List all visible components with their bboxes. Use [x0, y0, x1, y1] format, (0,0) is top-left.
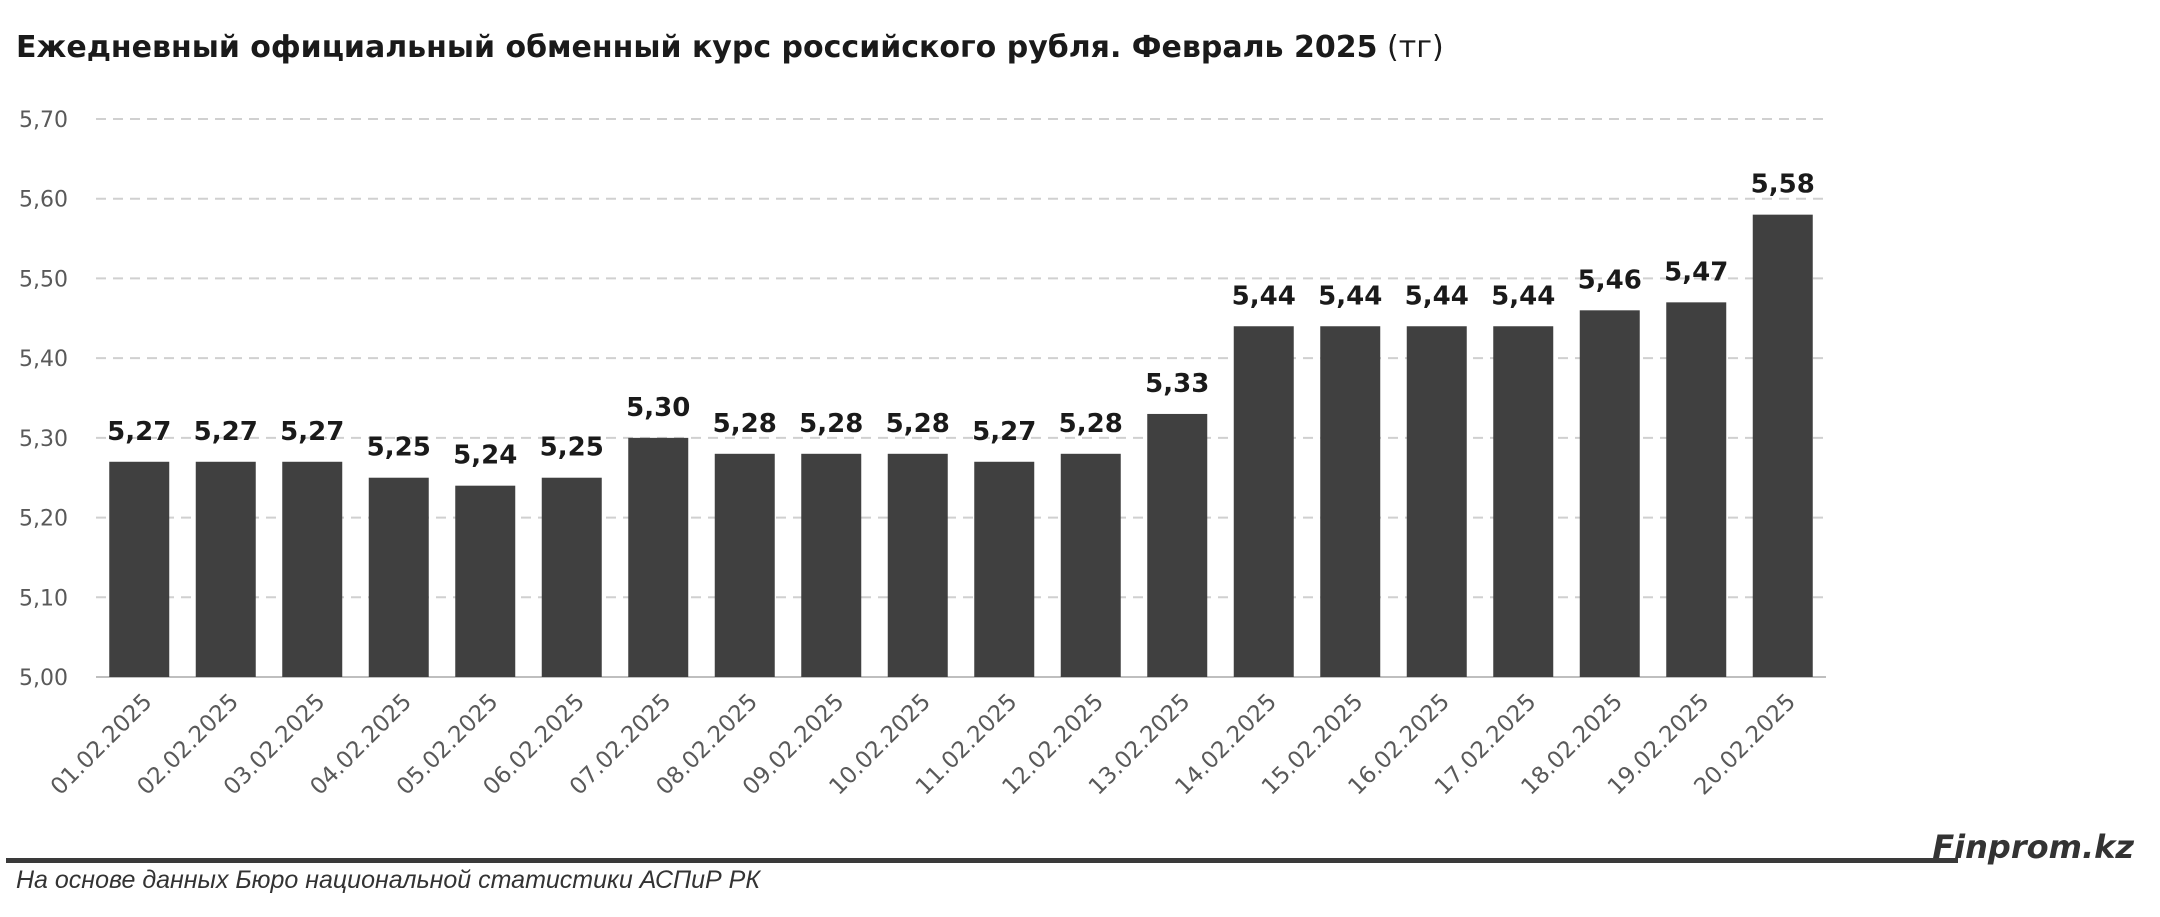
bar	[109, 461, 170, 677]
y-tick-label: 5,30	[19, 427, 68, 452]
data-label: 5,28	[1059, 409, 1123, 439]
data-label: 5,44	[1491, 281, 1555, 311]
data-label: 5,46	[1578, 265, 1642, 295]
data-label: 5,27	[972, 417, 1036, 447]
bar	[1060, 453, 1121, 677]
bar	[887, 453, 948, 677]
bar	[195, 461, 256, 677]
y-tick-label: 5,40	[19, 347, 68, 372]
chart-title-unit: (тг)	[1387, 30, 1444, 65]
y-tick-label: 5,20	[19, 507, 68, 532]
data-label: 5,58	[1751, 170, 1815, 200]
data-label: 5,24	[453, 441, 517, 471]
bar	[455, 485, 516, 677]
data-label: 5,28	[886, 409, 950, 439]
chart-title: Ежедневный официальный обменный курс рос…	[16, 30, 1444, 65]
data-label: 5,27	[280, 417, 344, 447]
y-tick-label: 5,00	[19, 666, 68, 691]
data-label: 5,44	[1405, 281, 1469, 311]
bar	[368, 477, 429, 677]
bar	[1320, 326, 1381, 677]
y-tick-label: 5,70	[19, 108, 68, 133]
data-label: 5,27	[194, 417, 258, 447]
y-tick-label: 5,60	[19, 188, 68, 213]
data-label: 5,33	[1145, 369, 1209, 399]
brand-watermark: Finprom.kz	[1932, 828, 2134, 866]
bar	[1579, 310, 1640, 677]
footer-rule	[6, 858, 1958, 863]
bar	[282, 461, 343, 677]
bar	[801, 453, 862, 677]
data-label: 5,47	[1664, 257, 1728, 287]
data-label: 5,25	[367, 433, 431, 463]
data-label: 5,44	[1318, 281, 1382, 311]
bar	[1233, 326, 1294, 677]
source-note: На основе данных Бюро национальной стати…	[16, 866, 761, 894]
bar	[1147, 413, 1208, 677]
data-label: 5,30	[626, 393, 690, 423]
data-label: 5,28	[713, 409, 777, 439]
bar	[1666, 302, 1727, 677]
y-tick-label: 5,50	[19, 267, 68, 292]
bar	[628, 437, 689, 677]
bar	[1752, 214, 1813, 677]
bar	[1406, 326, 1467, 677]
data-label: 5,28	[799, 409, 863, 439]
data-label: 5,27	[107, 417, 171, 447]
data-label: 5,44	[1232, 281, 1296, 311]
bar	[714, 453, 775, 677]
bar	[974, 461, 1035, 677]
bar	[541, 477, 602, 677]
data-label: 5,25	[540, 433, 604, 463]
bar	[1493, 326, 1554, 677]
y-tick-label: 5,10	[19, 586, 68, 611]
chart-title-main: Ежедневный официальный обменный курс рос…	[16, 30, 1378, 65]
